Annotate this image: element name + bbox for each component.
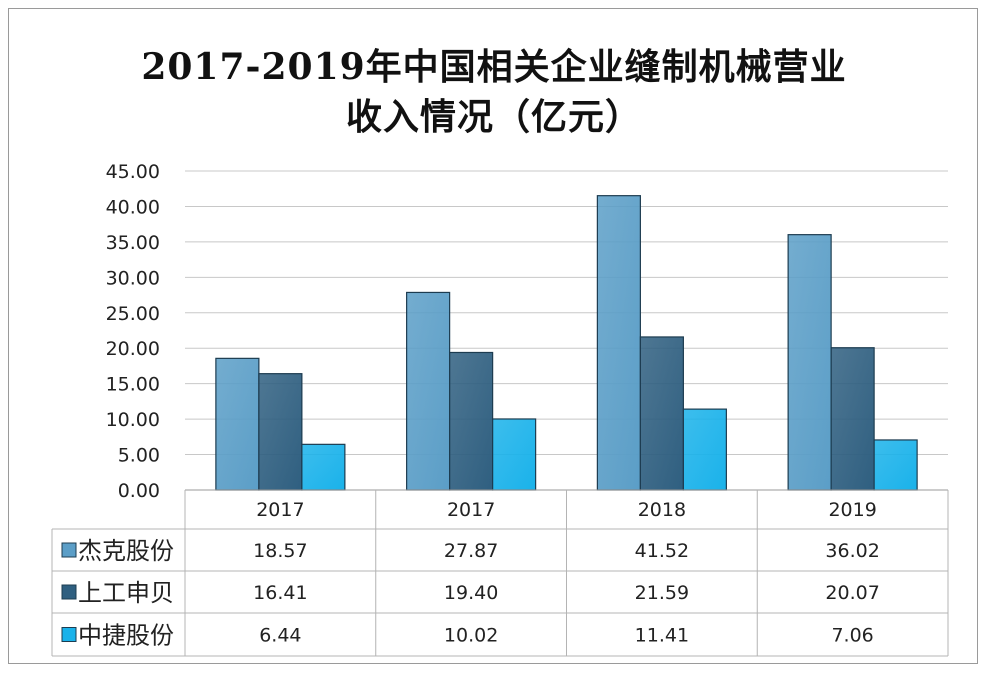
bar-1-3 [596,195,641,491]
bar-3-3 [682,408,727,491]
data-label-1-2: 27.87 [444,540,498,562]
bar-2-3 [639,336,684,491]
bar-2-4 [830,347,875,491]
y-tick-label: 15.00 [106,374,160,396]
data-label-2-2: 19.40 [444,582,498,604]
legend-label-3: 中捷股份 [78,622,174,650]
legend-label-1: 杰克股份 [78,537,174,565]
y-tick-label: 10.00 [106,409,160,431]
data-label-3-3: 11.41 [635,625,689,647]
data-label-2-4: 20.07 [825,582,879,604]
data-label-2-1: 16.41 [253,582,307,604]
chart-title-line2: 收入情况（亿元） [345,96,642,138]
bar-3-1 [301,443,346,491]
data-label-2-3: 21.59 [635,582,689,604]
y-tick-label: 40.00 [106,196,160,218]
bar-3-2 [492,418,537,491]
y-tick-label: 35.00 [106,232,160,254]
bar-3-4 [873,439,918,491]
y-tick-label: 25.00 [106,303,160,325]
legend-swatch-2 [61,584,77,600]
bar-1-1 [215,357,260,491]
bar-1-2 [406,291,451,491]
legend-label-2: 上工申贝 [78,579,174,607]
bar-2-2 [449,351,494,491]
chart-title-line1: 2017-2019年中国相关企业缝制机械营业 [141,46,847,88]
legend-swatch-3 [61,627,77,642]
y-tick-label: 5.00 [118,445,160,467]
data-label-1-4: 36.02 [825,540,879,562]
data-label-3-4: 7.06 [831,625,873,647]
x-category-label: 2017 [256,499,304,521]
y-tick-label: 20.00 [106,338,160,360]
data-label-1-3: 41.52 [635,540,689,562]
y-tick-label: 0.00 [118,480,160,502]
bar-2-1 [258,373,303,491]
data-label-1-1: 18.57 [253,540,307,562]
data-label-3-1: 6.44 [259,625,301,647]
legend-swatch-1 [61,542,77,558]
chart-frame [8,8,978,664]
y-tick-label: 45.00 [106,161,160,183]
x-category-label: 2017 [447,499,495,521]
data-label-3-2: 10.02 [444,625,498,647]
x-category-label: 2019 [828,499,876,521]
y-tick-label: 30.00 [106,267,160,289]
x-category-label: 2018 [638,499,686,521]
bar-1-4 [787,234,832,491]
